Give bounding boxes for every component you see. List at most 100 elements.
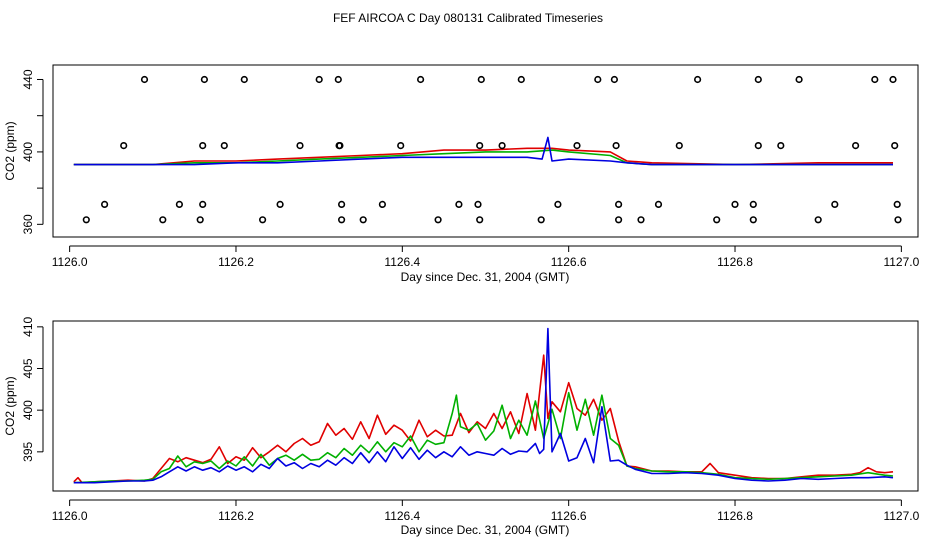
- scatter-point: [338, 216, 346, 224]
- top-x-tick-label: 1126.4: [384, 255, 420, 269]
- scatter-point: [889, 75, 897, 84]
- bottom-x-tick-label: 1126.2: [218, 509, 254, 523]
- scatter-point: [199, 142, 207, 150]
- bottom-series-lines: [73, 327, 894, 484]
- scatter-point: [455, 200, 463, 208]
- bottom-series-red: [73, 354, 894, 484]
- bottom-x-axis-label: Day since Dec. 31, 2004 (GMT): [401, 523, 570, 537]
- top-x-axis-label: Day since Dec. 31, 2004 (GMT): [401, 270, 570, 284]
- scatter-point: [259, 216, 267, 224]
- scatter-point: [476, 216, 484, 224]
- scatter-point: [754, 142, 762, 150]
- scatter-point: [296, 142, 304, 150]
- top-x-tick-label: 1126.8: [717, 255, 753, 269]
- scatter-point: [731, 200, 739, 208]
- bottom-series-blue: [73, 327, 894, 484]
- scatter-point: [434, 216, 442, 224]
- scatter-point: [120, 142, 128, 150]
- scatter-point: [474, 200, 482, 208]
- bottom-x-tick-label: 1126.6: [551, 509, 587, 523]
- bottom-plot-frame: [52, 320, 919, 492]
- scatter-point: [637, 216, 645, 224]
- scatter-point: [378, 200, 387, 208]
- scatter-point: [814, 216, 822, 224]
- top-x-axis: 1126.0 1126.2 1126.4 1126.6 1126.8 1127.0: [52, 245, 920, 269]
- scatter-point: [777, 142, 785, 150]
- scatter-point: [893, 200, 901, 208]
- scatter-point: [100, 200, 109, 208]
- scatter-point: [315, 75, 323, 84]
- top-series-blue: [73, 136, 893, 166]
- scatter-point: [199, 200, 207, 208]
- scatter-point: [795, 75, 803, 84]
- scatter-point: [200, 75, 208, 84]
- bottom-x-tick-label: 1126.0: [52, 509, 88, 523]
- top-points: [82, 75, 902, 224]
- scatter-point: [334, 75, 342, 84]
- scatter-point: [338, 200, 346, 208]
- bottom-x-tick-label: 1126.8: [717, 509, 753, 523]
- top-y-axis: 360 400 440: [21, 69, 44, 234]
- chart-title: FEF AIRCOA C Day 080131 Calibrated Times…: [333, 11, 603, 25]
- top-x-tick-label: 1126.6: [551, 255, 587, 269]
- scatter-point: [831, 200, 839, 208]
- bottom-series-green: [73, 391, 894, 484]
- scatter-point: [276, 200, 284, 208]
- scatter-point: [537, 216, 545, 224]
- scatter-point: [693, 75, 702, 84]
- scatter-point: [477, 75, 485, 84]
- bottom-y-tick-label: 400: [21, 400, 35, 420]
- scatter-point: [749, 216, 757, 224]
- scatter-point: [871, 75, 879, 84]
- bottom-panel: 1126.0 1126.2 1126.4 1126.6 1126.8 1127.0 395…: [3, 317, 920, 537]
- scatter-point: [851, 142, 860, 150]
- top-y-tick-label: 440: [21, 69, 35, 89]
- scatter-point: [397, 142, 405, 150]
- scatter-point: [476, 142, 484, 150]
- scatter-point: [610, 75, 619, 84]
- scatter-point: [82, 216, 90, 224]
- top-x-tick-label: 1126.0: [52, 255, 88, 269]
- bottom-x-tick-label: 1126.4: [384, 509, 420, 523]
- scatter-point: [614, 200, 623, 208]
- scatter-point: [220, 142, 228, 150]
- top-x-tick-label: 1126.2: [218, 255, 254, 269]
- bottom-y-tick-label: 395: [21, 442, 35, 462]
- scatter-point: [573, 142, 581, 150]
- top-series-lines: [73, 136, 893, 166]
- bottom-y-axis-label: CO2 (ppm): [3, 376, 17, 435]
- scatter-point: [713, 216, 721, 224]
- top-y-tick-label: 400: [21, 142, 35, 162]
- bottom-x-axis: 1126.0 1126.2 1126.4 1126.6 1126.8 1127.0: [52, 499, 920, 523]
- scatter-point: [894, 216, 902, 224]
- top-y-tick-label: 360: [21, 214, 35, 234]
- scatter-point: [159, 216, 167, 224]
- bottom-y-tick-label: 405: [21, 358, 35, 378]
- scatter-point: [140, 75, 149, 84]
- scatter-point: [498, 142, 506, 150]
- scatter-point: [754, 75, 762, 84]
- bottom-x-tick-label: 1127.0: [883, 509, 919, 523]
- scatter-point: [175, 200, 183, 208]
- top-plot-frame: [52, 64, 919, 238]
- scatter-point: [594, 75, 602, 84]
- scatter-point: [517, 75, 525, 84]
- scatter-point: [336, 142, 344, 150]
- bottom-y-tick-label: 410: [21, 317, 35, 337]
- scatter-point: [240, 75, 248, 84]
- scatter-point: [614, 216, 623, 224]
- scatter-point: [417, 75, 425, 84]
- scatter-point: [359, 216, 367, 224]
- top-series-red: [73, 147, 893, 166]
- top-y-axis-label: CO2 (ppm): [3, 121, 17, 180]
- scatter-point: [196, 216, 204, 224]
- scatter-point: [675, 142, 683, 150]
- scatter-point: [554, 200, 562, 208]
- top-panel: 1126.0 1126.2 1126.4 1126.6 1126.8 1127.0 360…: [3, 64, 920, 284]
- bottom-y-axis: 395 400 405 410: [21, 317, 44, 462]
- top-x-tick-label: 1127.0: [883, 255, 919, 269]
- scatter-point: [612, 142, 620, 150]
- scatter-point: [654, 200, 663, 208]
- scatter-point: [891, 142, 899, 150]
